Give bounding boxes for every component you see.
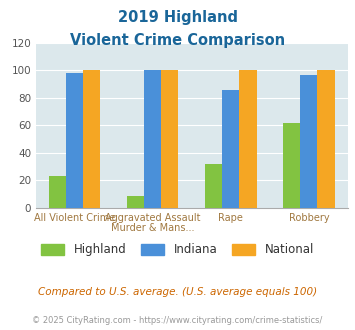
Bar <box>205 164 222 208</box>
Text: Robbery: Robbery <box>289 213 329 223</box>
Legend: Highland, Indiana, National: Highland, Indiana, National <box>36 239 319 261</box>
Bar <box>283 123 300 208</box>
Bar <box>49 176 66 208</box>
Bar <box>66 73 83 208</box>
Bar <box>317 70 335 208</box>
Text: Murder & Mans...: Murder & Mans... <box>111 223 195 233</box>
Text: Violent Crime Comparison: Violent Crime Comparison <box>70 33 285 48</box>
Text: All Violent Crime: All Violent Crime <box>34 213 115 223</box>
Text: © 2025 CityRating.com - https://www.cityrating.com/crime-statistics/: © 2025 CityRating.com - https://www.city… <box>32 315 323 325</box>
Text: Aggravated Assault: Aggravated Assault <box>105 213 201 223</box>
Bar <box>144 70 161 208</box>
Bar <box>239 70 257 208</box>
Bar <box>161 70 179 208</box>
Bar <box>222 90 239 208</box>
Text: 2019 Highland: 2019 Highland <box>118 10 237 25</box>
Text: Rape: Rape <box>218 213 243 223</box>
Bar <box>83 70 100 208</box>
Bar <box>300 75 317 208</box>
Text: Compared to U.S. average. (U.S. average equals 100): Compared to U.S. average. (U.S. average … <box>38 287 317 297</box>
Bar <box>127 195 144 208</box>
